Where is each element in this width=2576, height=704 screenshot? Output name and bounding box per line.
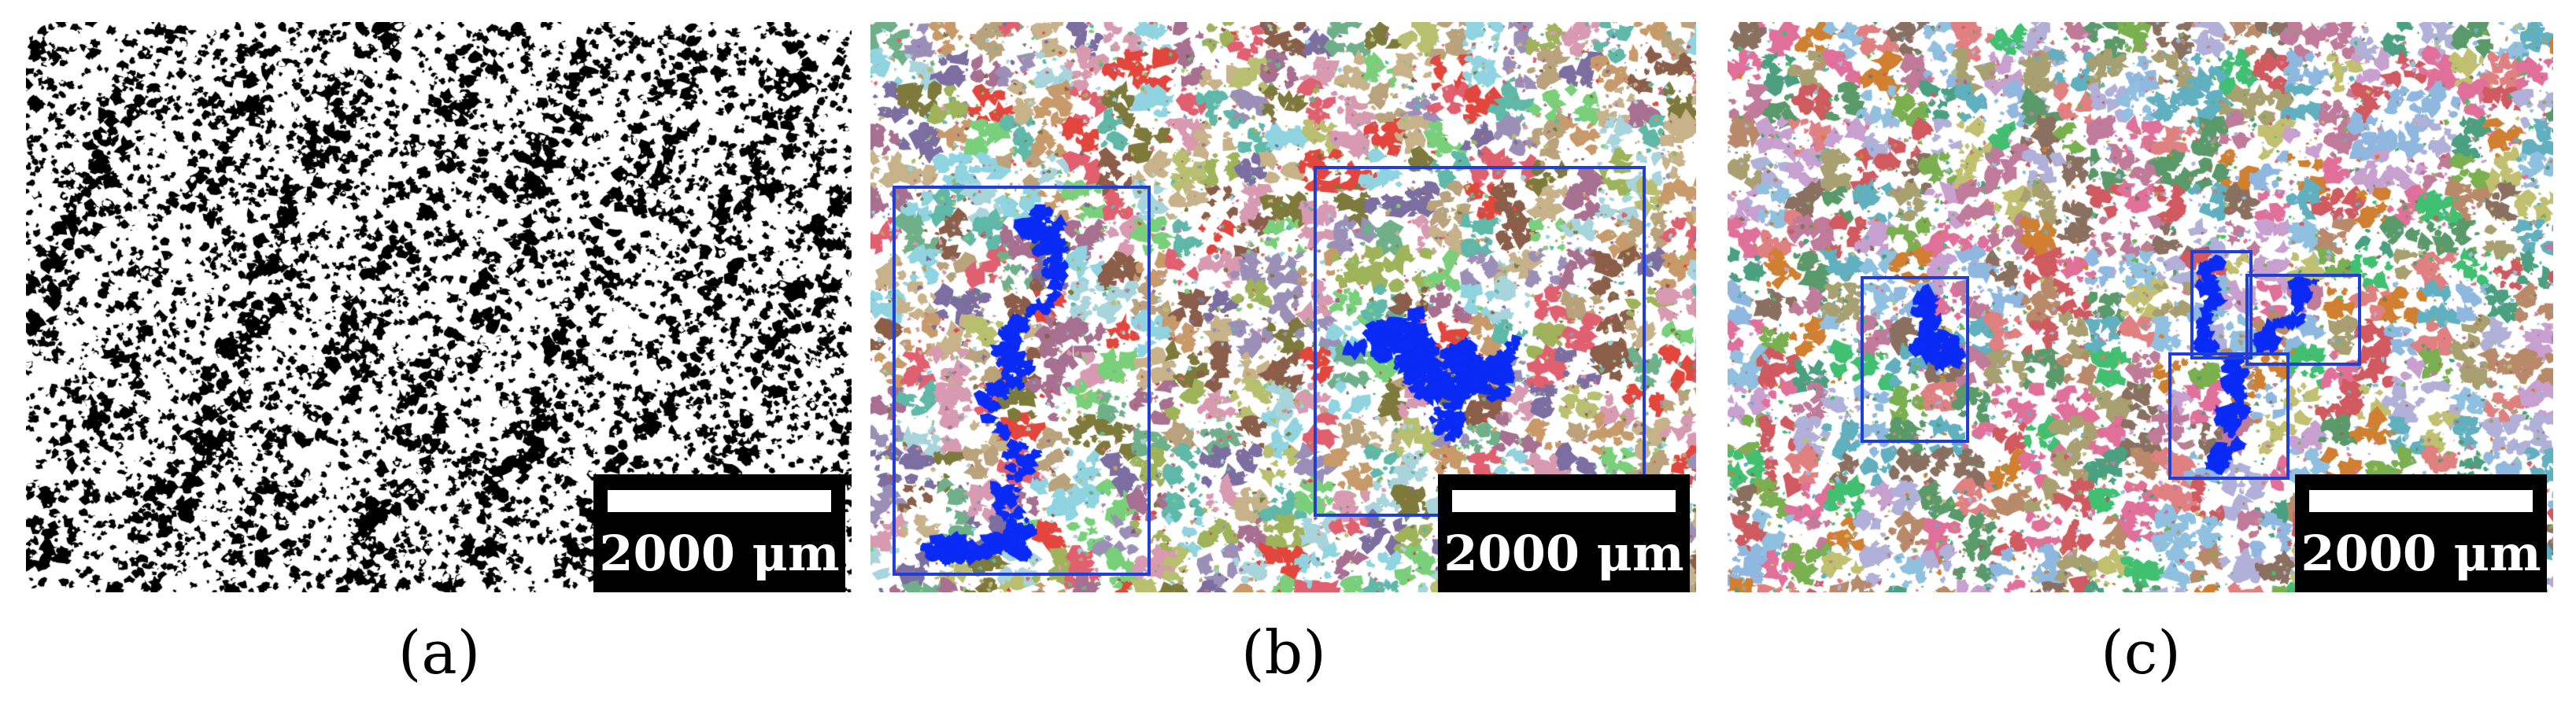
highlight-box xyxy=(893,186,1151,576)
scale-bar-label: 2000 μm xyxy=(2301,525,2541,582)
highlight-boxes-overlay xyxy=(1861,250,2361,480)
scale-bar: 2000 μm xyxy=(593,474,845,592)
panel-caption-b: (b) xyxy=(1241,617,1326,687)
scale-bar-label: 2000 μm xyxy=(1443,525,1684,582)
scale-bar-label: 2000 μm xyxy=(599,525,840,582)
highlight-box xyxy=(2245,274,2361,366)
highlight-box xyxy=(2168,352,2290,480)
panel-c-clustered-image: 2000 μm xyxy=(1728,22,2553,592)
scale-bar: 2000 μm xyxy=(2295,474,2547,592)
highlight-box xyxy=(1314,166,1646,517)
highlight-box xyxy=(2190,250,2253,359)
panel-a-binary-micrograph: 2000 μm xyxy=(26,22,852,592)
panel-caption-a: (a) xyxy=(397,617,481,687)
panel-b-clustered-image: 2000 μm xyxy=(870,22,1696,592)
scale-bar-line xyxy=(1452,490,1676,512)
panel-caption-c: (c) xyxy=(2101,617,2181,687)
scale-bar-line xyxy=(608,490,831,512)
scale-bar: 2000 μm xyxy=(1438,474,1690,592)
highlight-box xyxy=(1861,276,1969,443)
scale-bar-line xyxy=(2309,490,2533,512)
